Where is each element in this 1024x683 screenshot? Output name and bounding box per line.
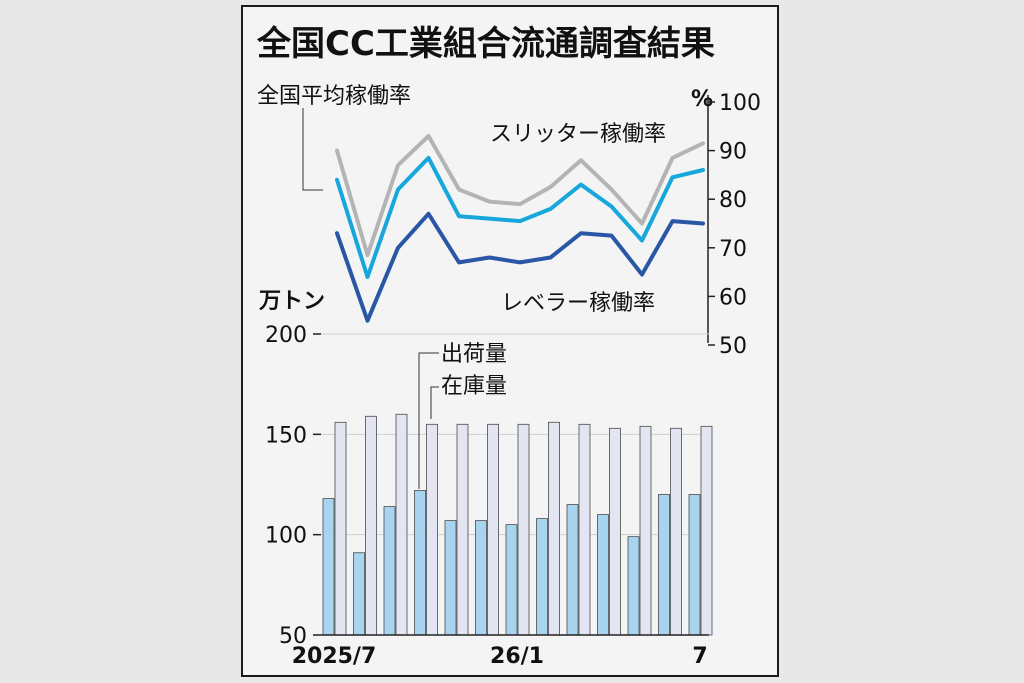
leader-shipment	[418, 352, 439, 489]
line-y-tick-label: 100	[719, 91, 761, 116]
bar-shipment	[414, 490, 426, 636]
bar-x-label: 7	[692, 644, 707, 669]
legend-inventory: 在庫量	[441, 374, 507, 399]
leader-avg	[302, 108, 323, 191]
bar-unit-label: 万トン	[258, 289, 325, 314]
legend-avg: 全国平均稼働率	[257, 84, 411, 109]
bar-y-tick-label: 200	[265, 323, 307, 348]
bar-shipment	[566, 504, 579, 636]
bar-shipment	[658, 494, 670, 636]
chart-title: 全国CC工業組合流通調査結果	[256, 24, 715, 64]
bar-y-ticks: 50 100 150 200	[265, 323, 321, 649]
bar-shipment	[627, 536, 640, 636]
line-y-ticks: 50 60 70 80 90 100	[708, 91, 761, 359]
bar-shipment	[475, 520, 487, 636]
bar-inventory	[456, 423, 469, 636]
bar-inventory	[609, 427, 621, 636]
bar-inventory	[578, 423, 591, 636]
legend-shipment: 出荷量	[441, 342, 507, 367]
bar-x-label: 26/1	[490, 644, 544, 669]
bar-shipment	[597, 514, 609, 636]
bar-x-label: 2025/7	[292, 644, 377, 669]
legend-leveler: レベラー稼働率	[501, 291, 655, 316]
bar-inventory	[700, 425, 713, 636]
bar-inventory	[365, 415, 377, 636]
line-y-tick-label: 80	[719, 188, 747, 213]
bar-inventory	[334, 421, 347, 636]
bar-shipment	[505, 524, 518, 636]
bar-shipment	[536, 518, 548, 636]
bar-shipment	[688, 494, 701, 636]
bar-y-tick-label: 150	[265, 423, 307, 448]
bar-series-group	[322, 413, 713, 636]
chart-canvas: 全国CC工業組合流通調査結果 % 50 60 70 80 90 100 全国平均稼働率 ス…	[256, 24, 761, 669]
bar-inventory	[426, 423, 438, 636]
line-unit-label: %	[691, 87, 713, 112]
bar-shipment	[383, 506, 396, 636]
bar-shipment	[444, 520, 457, 636]
bar-inventory	[395, 413, 408, 636]
line-y-tick-label: 70	[719, 237, 747, 262]
bar-inventory	[670, 427, 682, 636]
line-y-tick-label: 60	[719, 285, 747, 310]
line-y-tick-label: 90	[719, 140, 747, 165]
bar-shipment	[353, 552, 365, 636]
bar-y-tick-label: 100	[265, 524, 307, 549]
bar-y-tick-label: 50	[279, 624, 307, 649]
line-series-group	[335, 134, 705, 323]
bar-inventory	[639, 425, 652, 636]
line-y-tick-label: 50	[719, 334, 747, 359]
bar-shipment	[322, 498, 335, 636]
chart-panel: 全国CC工業組合流通調査結果 % 50 60 70 80 90 100 全国平均稼働率 ス…	[241, 5, 779, 677]
bar-x-labels: 2025/7 26/1 7	[292, 644, 708, 669]
bar-inventory	[487, 423, 499, 636]
legend-slitter: スリッター稼働率	[490, 122, 666, 147]
line-series-0	[335, 134, 705, 258]
leader-inventory	[430, 386, 439, 419]
bar-inventory	[548, 421, 560, 636]
bar-inventory	[517, 423, 530, 636]
